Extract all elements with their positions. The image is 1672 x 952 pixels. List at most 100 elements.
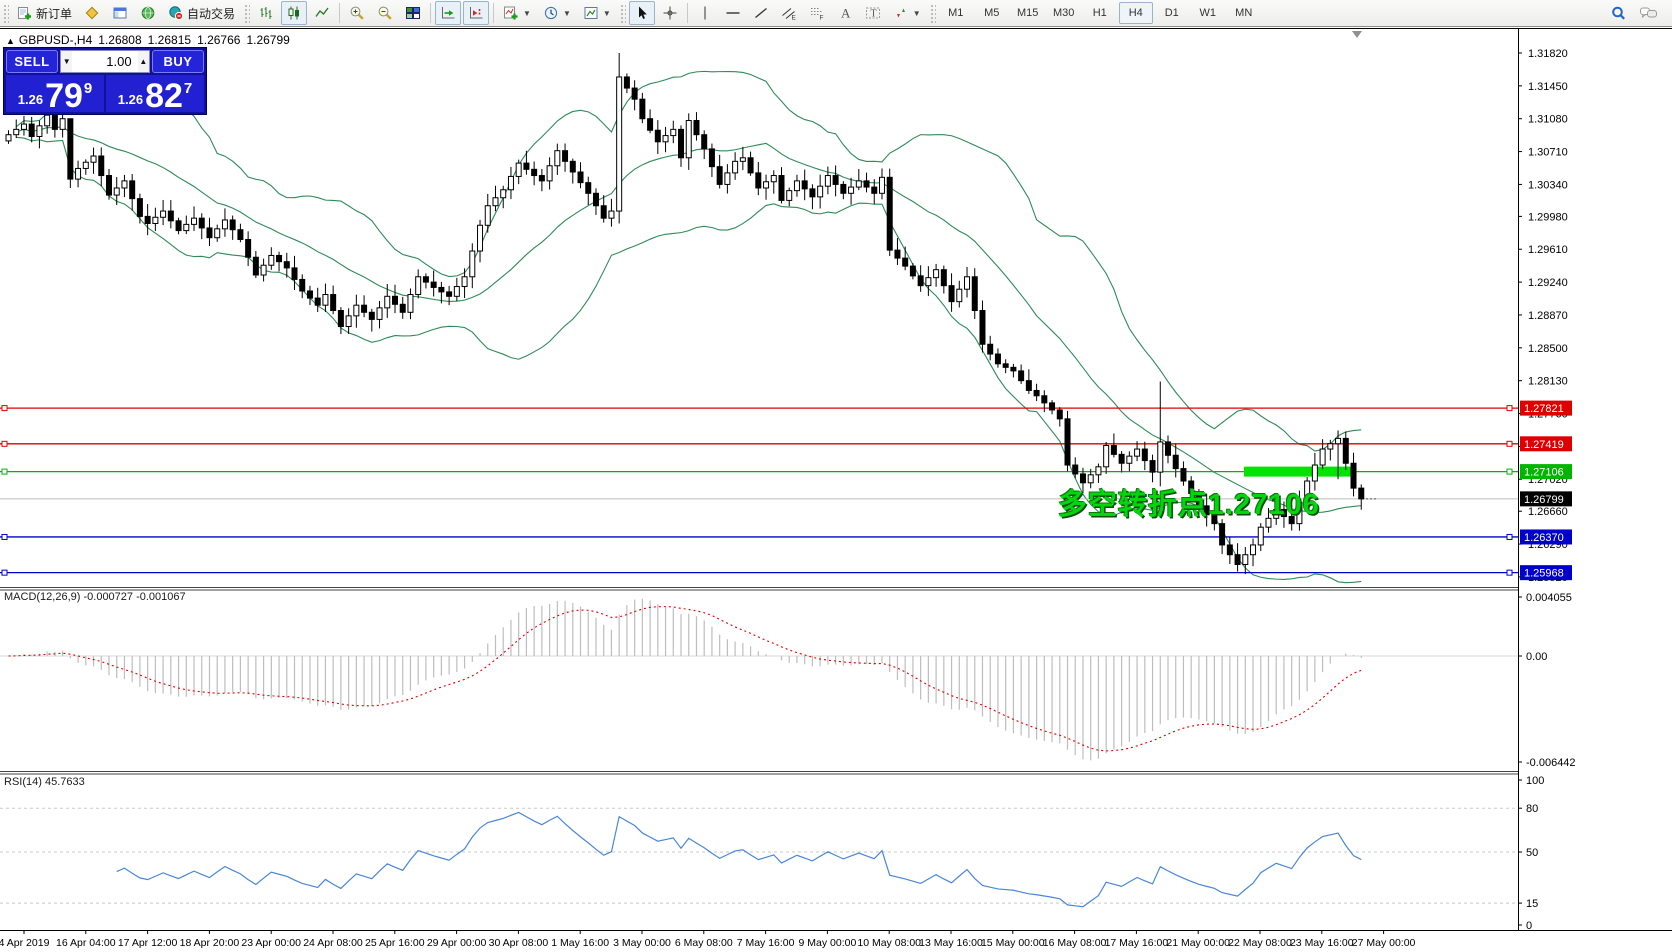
timeframe-button-m30[interactable]: M30: [1053, 7, 1075, 19]
indicators-button[interactable]: ▼: [498, 1, 536, 25]
chevron-down-icon: ▼: [562, 8, 571, 18]
vertical-line-icon: [704, 6, 706, 20]
sell-button[interactable]: SELL: [6, 50, 58, 73]
time-tick-label: 23 Apr 00:00: [241, 937, 301, 949]
svg-text:A: A: [841, 6, 851, 21]
volume-input[interactable]: [72, 51, 138, 72]
tile-windows-button[interactable]: [400, 1, 426, 25]
timeframe-button-m1[interactable]: M1: [948, 7, 964, 19]
timeframe-button-mn[interactable]: MN: [1235, 7, 1253, 19]
time-tick-label: 16 Apr 04:00: [56, 937, 116, 949]
arrows-tool-button[interactable]: ▼: [888, 1, 926, 25]
time-scale[interactable]: 4 Apr 2019 16 Apr 04:00 17 Apr 12:00 18 Apr…: [0, 930, 1416, 949]
pane-frame: [0, 28, 1672, 931]
timeframe-button-m5[interactable]: M5: [984, 7, 1000, 19]
quote-close: 1.26799: [246, 33, 290, 47]
toolbar-grip[interactable]: [618, 3, 626, 23]
timeframe-button-h1[interactable]: H1: [1092, 7, 1107, 19]
vertical-line-tool-button[interactable]: [692, 1, 718, 25]
market-watch-button[interactable]: [79, 1, 105, 25]
time-tick-label: 22 May 08:00: [1228, 937, 1292, 949]
auto-scroll-button[interactable]: [435, 1, 462, 25]
price-level-badge: [1520, 565, 1572, 581]
rsi-name: RSI(14): [4, 776, 42, 788]
text-icon: A: [841, 6, 851, 21]
macd-signal-line: [8, 606, 1362, 752]
price-tick-label: 1.30340: [1528, 179, 1568, 191]
toolbar-grip[interactable]: [928, 3, 936, 23]
quote-high: 1.26815: [147, 33, 192, 47]
chat-button[interactable]: [1634, 1, 1663, 25]
text-tool-button[interactable]: A: [832, 1, 858, 25]
timeframe-button-d1[interactable]: D1: [1164, 7, 1179, 19]
bar-chart-icon: [260, 7, 272, 19]
arrow-objects-icon: [896, 8, 905, 18]
time-tick-label: 27 May 00:00: [1352, 937, 1416, 949]
timeframe-button-h4[interactable]: H4: [1118, 2, 1153, 24]
macd-name: MACD(12,26,9): [4, 591, 81, 603]
timeframe-group: M1 M5 M15 M30 H1 H4 D1 W1 MN: [938, 2, 1262, 24]
timeframe-button-m15[interactable]: M15: [1017, 7, 1039, 19]
data-center-button[interactable]: [135, 1, 161, 25]
templates-button[interactable]: ▼: [578, 1, 616, 25]
sell-price[interactable]: 1.26 79 9: [6, 75, 104, 113]
volume-decrease-button[interactable]: ▼: [61, 51, 73, 72]
svg-text:T: T: [870, 9, 876, 20]
buy-button[interactable]: BUY: [152, 50, 204, 73]
chart-shift-button[interactable]: [463, 1, 490, 25]
toolbar-grip[interactable]: [2, 3, 9, 23]
toolbar-grip[interactable]: [243, 3, 251, 23]
crosshair-tool-button[interactable]: [657, 1, 683, 25]
price-scale[interactable]: 1.31820 1.31450 1.31080 1.30710 1.30340 1.299…: [1518, 28, 1672, 932]
line-handle: [1506, 440, 1513, 447]
autotrading-label: 自动交易: [187, 6, 236, 21]
channel-tool-button[interactable]: E: [776, 1, 802, 25]
bar-chart-mode-button[interactable]: [253, 1, 279, 25]
new-order-button[interactable]: 新订单: [12, 1, 77, 25]
trendline-tool-button[interactable]: [748, 1, 774, 25]
time-tick-label: 17 May 16:00: [1105, 937, 1169, 949]
search-icon: [1612, 6, 1625, 20]
rsi-scale-label: 0: [1526, 920, 1532, 932]
fibonacci-tool-button[interactable]: F: [804, 1, 830, 25]
rsi-indicator: [0, 807, 1518, 908]
price-level-badge: [1520, 491, 1572, 507]
fibonacci-icon: F: [810, 8, 823, 21]
price-level-badge: [1520, 464, 1572, 480]
time-tick-label: 3 May 00:00: [613, 937, 671, 949]
candlestick-mode-button[interactable]: [281, 1, 308, 25]
tile-windows-icon: [406, 7, 421, 19]
macd-scale-label: -0.006442: [1526, 757, 1576, 769]
candlestick-series: [5, 53, 1365, 575]
main-toolbar: 新订单 自动交易: [0, 0, 1672, 27]
chevron-down-icon: ▼: [602, 8, 611, 18]
zoom-out-button[interactable]: [372, 1, 398, 25]
text-label-icon: T: [865, 7, 880, 20]
line-chart-mode-button[interactable]: [309, 1, 335, 25]
text-label-tool-button[interactable]: T: [860, 1, 886, 25]
macd-value-main: -0.000727: [83, 591, 134, 603]
panel-collapse-icon[interactable]: ▲: [6, 36, 15, 46]
navigator-button[interactable]: [107, 1, 133, 25]
time-tick-label: 17 Apr 12:00: [118, 937, 178, 949]
cursor-tool-button[interactable]: [628, 1, 655, 25]
volume-increase-button[interactable]: ▲: [137, 51, 149, 72]
rsi-indicator-label: RSI(14) 45.7633: [4, 776, 85, 788]
autotrading-button[interactable]: 自动交易: [163, 1, 240, 25]
price-tick-label: 1.29610: [1528, 244, 1568, 256]
timeframe-button-w1[interactable]: W1: [1199, 7, 1216, 19]
svg-text:1.27821: 1.27821: [1524, 403, 1564, 415]
rsi-value: 45.7633: [44, 776, 85, 788]
zoom-in-button[interactable]: [344, 1, 370, 25]
buy-price[interactable]: 1.26 82 7: [106, 75, 204, 113]
search-button[interactable]: [1605, 1, 1632, 25]
price-tick-label: 1.26660: [1528, 506, 1568, 518]
auto-scroll-icon: [442, 7, 455, 19]
price-level-badge: [1520, 436, 1572, 452]
horizontal-level-lines[interactable]: [0, 405, 1518, 576]
bb-upper-band: [15, 70, 1362, 452]
horizontal-line-tool-button[interactable]: [720, 1, 746, 25]
periods-button[interactable]: ▼: [538, 1, 576, 25]
